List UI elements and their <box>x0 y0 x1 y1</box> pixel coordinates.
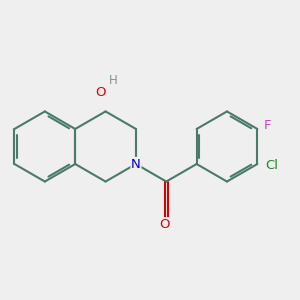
Text: F: F <box>263 119 271 132</box>
Text: N: N <box>131 158 141 170</box>
Text: O: O <box>95 86 106 99</box>
Text: H: H <box>109 74 118 87</box>
Text: O: O <box>159 218 170 231</box>
Text: Cl: Cl <box>266 159 279 172</box>
